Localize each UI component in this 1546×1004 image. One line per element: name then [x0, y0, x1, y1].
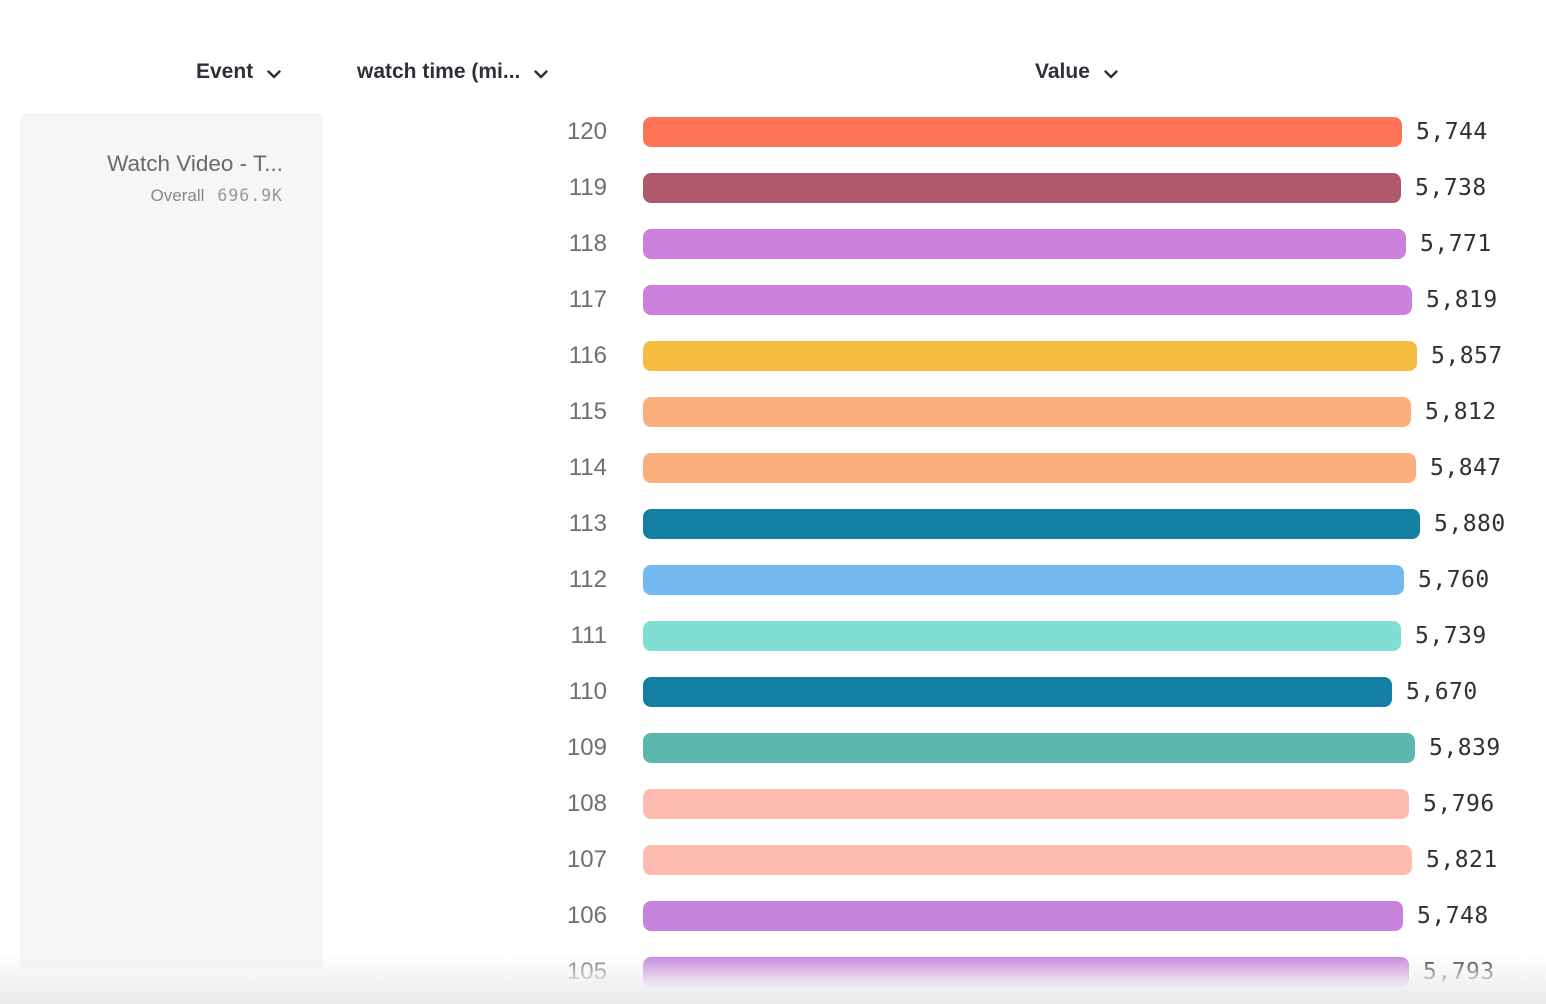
value-label: 5,857	[1431, 343, 1503, 369]
bar-row: 109 5,839	[0, 720, 1546, 776]
value-label: 5,880	[1434, 511, 1506, 537]
category-label: 109	[566, 734, 607, 761]
bar-segment[interactable]	[643, 173, 1401, 203]
bar-row: 105 5,793	[0, 944, 1546, 1000]
value-label: 5,670	[1406, 679, 1478, 705]
value-column-header[interactable]: Value	[1035, 58, 1118, 85]
value-label: 5,821	[1426, 847, 1498, 873]
bar-segment[interactable]	[643, 901, 1403, 931]
category-label: 117	[568, 286, 607, 313]
category-label: 106	[566, 902, 607, 929]
bar-row: 111 5,739	[0, 608, 1546, 664]
chevron-down-icon	[534, 61, 549, 85]
category-label: 112	[568, 566, 607, 593]
chevron-down-icon	[267, 61, 281, 85]
bar-row: 115 5,812	[0, 384, 1546, 440]
metric-label: Overall	[150, 186, 205, 205]
value-label: 5,771	[1420, 231, 1492, 257]
bar-segment[interactable]	[643, 733, 1415, 763]
bar-segment[interactable]	[643, 117, 1402, 147]
category-label: 115	[568, 398, 607, 425]
bar-row: 106 5,748	[0, 888, 1546, 944]
bar-row: 110 5,670	[0, 664, 1546, 720]
category-label: 118	[568, 230, 607, 257]
watch-time-column-header[interactable]: watch time (mi...	[357, 58, 549, 85]
category-label: 105	[566, 958, 607, 985]
metric-value: 696.9K	[217, 186, 283, 205]
bar-segment[interactable]	[643, 229, 1406, 259]
value-label: 5,812	[1425, 399, 1497, 425]
value-label: 5,839	[1429, 735, 1501, 761]
category-label: 111	[570, 622, 607, 649]
event-title: Watch Video - T...	[107, 151, 283, 176]
bar-segment[interactable]	[643, 509, 1420, 539]
category-label: 113	[568, 510, 607, 537]
bar-row: 120 5,744	[0, 104, 1546, 160]
value-label: 5,748	[1417, 903, 1489, 929]
bar-segment[interactable]	[643, 341, 1417, 371]
bar-row: 108 5,796	[0, 776, 1546, 832]
bar-segment[interactable]	[643, 621, 1401, 651]
value-label: 5,744	[1416, 119, 1488, 145]
bar-row: 119 5,738	[0, 160, 1546, 216]
value-label: 5,796	[1423, 791, 1495, 817]
bar-segment[interactable]	[643, 397, 1411, 427]
value-label: 5,793	[1423, 959, 1495, 985]
bar-row: 117 5,819	[0, 272, 1546, 328]
category-label: 110	[568, 678, 607, 705]
value-column-label: Value	[1035, 59, 1090, 83]
event-column-header[interactable]: Event	[196, 58, 281, 85]
category-label: 108	[566, 790, 607, 817]
value-label: 5,738	[1415, 175, 1487, 201]
bar-rows: 120 5,744 119 5,738 118 5,771 117 5,819 116 5,857…	[0, 104, 1546, 1000]
bar-segment[interactable]	[643, 565, 1404, 595]
event-column-label: Event	[196, 59, 254, 83]
category-label: 107	[566, 846, 607, 873]
event-card[interactable]: Watch Video - T... Overall 696.9K	[20, 113, 323, 970]
category-label: 119	[568, 174, 607, 201]
category-label: 120	[566, 118, 607, 145]
bar-segment[interactable]	[643, 845, 1412, 875]
bar-row: 107 5,821	[0, 832, 1546, 888]
value-label: 5,847	[1430, 455, 1502, 481]
bar-row: 113 5,880	[0, 496, 1546, 552]
bar-row: 118 5,771	[0, 216, 1546, 272]
category-label: 116	[568, 342, 607, 369]
bar-segment[interactable]	[643, 957, 1409, 987]
watch-time-column-label: watch time (mi...	[357, 59, 521, 83]
bar-segment[interactable]	[643, 789, 1409, 819]
bar-segment[interactable]	[643, 677, 1392, 707]
bar-row: 116 5,857	[0, 328, 1546, 384]
category-label: 114	[568, 454, 607, 481]
bar-segment[interactable]	[643, 285, 1412, 315]
value-label: 5,760	[1418, 567, 1490, 593]
chevron-down-icon	[1104, 61, 1118, 85]
bar-segment[interactable]	[643, 453, 1416, 483]
value-label: 5,739	[1415, 623, 1487, 649]
bar-row: 112 5,760	[0, 552, 1546, 608]
bar-row: 114 5,847	[0, 440, 1546, 496]
value-label: 5,819	[1426, 287, 1498, 313]
